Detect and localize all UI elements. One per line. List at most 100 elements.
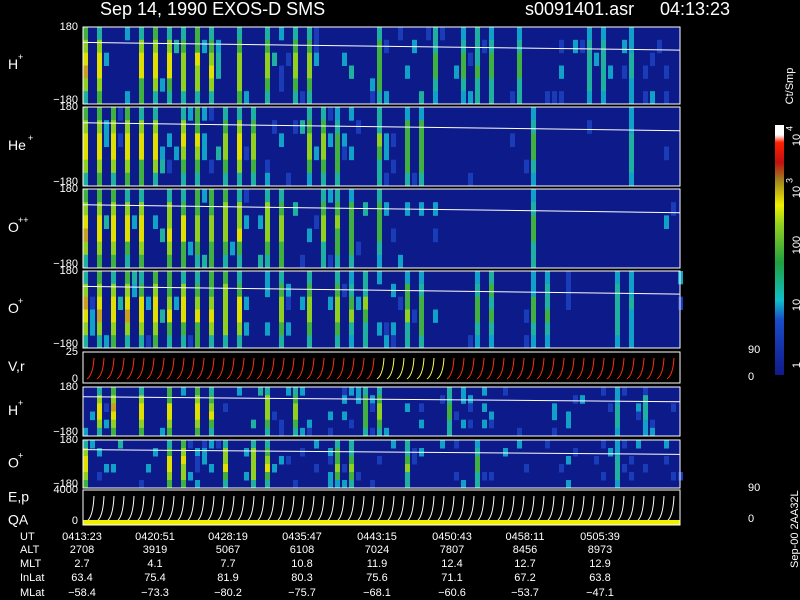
- spectrogram-cell: [405, 107, 410, 121]
- spectrogram-cell: [489, 271, 494, 285]
- spectrogram-cell: [188, 472, 193, 481]
- spectrogram-cell: [517, 78, 522, 92]
- spectrogram-cell: [328, 411, 333, 421]
- sawtooth: [366, 357, 375, 380]
- spectrogram-cell: [223, 472, 228, 481]
- spectrogram-cell: [153, 322, 158, 336]
- spectrogram-cell: [573, 448, 578, 457]
- spectrogram-cell: [650, 52, 655, 66]
- spectrogram-cell: [125, 215, 130, 229]
- spectrogram-cell: [293, 403, 298, 412]
- spectrogram-cell: [83, 254, 88, 269]
- row-label: MLT: [20, 558, 41, 570]
- spectrogram-cell: [167, 271, 172, 285]
- spectrogram-cell: [181, 448, 186, 457]
- spectrogram-cell: [286, 283, 291, 298]
- spectrogram-cell: [160, 78, 165, 92]
- spectrogram-cell: [104, 335, 109, 349]
- row-value: 0505:39: [580, 531, 620, 543]
- spectrogram-cell: [90, 309, 95, 323]
- spectrogram-cell: [83, 107, 88, 121]
- spectrogram-cell: [405, 271, 410, 285]
- panel-frame: [82, 439, 681, 489]
- spectrogram-cell: [195, 322, 200, 336]
- row-value: 0420:51: [135, 531, 175, 543]
- spectrogram-cell: [195, 189, 200, 203]
- spectrogram-cell: [643, 427, 648, 437]
- trace: [82, 396, 681, 403]
- spectrogram-cell: [153, 283, 158, 298]
- spectrogram-cell: [510, 133, 515, 147]
- spectrogram-cell: [195, 78, 200, 92]
- spectrogram-cell: [97, 395, 102, 404]
- spectrogram-cell: [622, 39, 627, 54]
- spectrogram-cell: [349, 456, 354, 465]
- spectrogram-cell: [356, 387, 361, 396]
- row-value: 63.4: [71, 572, 92, 584]
- spectrogram-cell: [111, 107, 116, 121]
- spectrogram-cell: [314, 146, 319, 161]
- spectrogram-cell: [531, 322, 536, 336]
- spectrogram-cell: [223, 241, 228, 256]
- spectrogram-cell: [559, 91, 564, 105]
- spectrogram-cell: [202, 133, 207, 147]
- spectrogram-cell: [195, 172, 200, 187]
- spectrogram-cell: [195, 202, 200, 216]
- spectrogram-cell: [349, 146, 354, 161]
- spectrogram-cell: [545, 283, 550, 298]
- spectrogram-cell: [209, 411, 214, 421]
- spectrogram-cell: [566, 271, 571, 285]
- spectrogram-cell: [118, 440, 123, 449]
- spectrogram-cell: [293, 202, 298, 216]
- spectrogram-cell: [209, 78, 214, 92]
- spectrogram-cell: [321, 215, 326, 229]
- spectrogram-cell: [167, 283, 172, 298]
- spectrogram-cell: [139, 189, 144, 203]
- spectrogram-cell: [489, 322, 494, 336]
- spectrogram-cell: [279, 271, 284, 285]
- spectrogram-cell: [97, 419, 102, 429]
- spectrogram-cell: [167, 241, 172, 256]
- spectrogram-cell: [468, 91, 473, 105]
- sawtooth: [596, 357, 605, 380]
- spectrogram-cell: [461, 419, 466, 429]
- spectrogram-cell: [223, 120, 228, 134]
- spectrogram-cell: [97, 472, 102, 481]
- sawtooth: [616, 357, 625, 380]
- spectrogram-cell: [419, 159, 424, 174]
- spectrogram-cell: [314, 52, 319, 66]
- spectrogram-cell: [601, 78, 606, 92]
- spectrogram-cell: [195, 146, 200, 161]
- spectrogram-cell: [489, 335, 494, 349]
- spectrogram-cell: [370, 403, 375, 412]
- spectrogram-cell: [195, 448, 200, 457]
- spectrogram-cell: [377, 27, 382, 41]
- colorbar-label: 10: [791, 299, 800, 311]
- spectrogram-cell: [307, 133, 312, 147]
- row-label: MLat: [20, 587, 44, 599]
- spectrogram-cell: [475, 52, 480, 66]
- spectrogram-cell: [237, 322, 242, 336]
- spectrogram-cell: [237, 283, 242, 298]
- spectrogram-cell: [363, 403, 368, 412]
- spectrogram-cell: [433, 78, 438, 92]
- spectrogram-cell: [279, 309, 284, 323]
- spectrogram-cell: [454, 440, 459, 449]
- spectrogram-cell: [83, 91, 88, 105]
- spectrogram-cell: [524, 335, 529, 349]
- spectrogram-cell: [111, 335, 116, 349]
- spectrogram-cell: [223, 403, 228, 412]
- spectrogram-cell: [195, 335, 200, 349]
- spectrogram-cell: [181, 52, 186, 66]
- spectrogram-cell: [475, 448, 480, 457]
- spectrogram-cell: [83, 159, 88, 174]
- spectrogram-cell: [181, 78, 186, 92]
- y-tick-label: 0: [72, 515, 78, 527]
- spectrogram-cell: [265, 464, 270, 473]
- spectrogram-cell: [349, 65, 354, 79]
- spectrogram-cell: [321, 254, 326, 269]
- spectrogram-cell: [629, 107, 634, 121]
- spectrogram-cell: [230, 241, 235, 256]
- trace: [82, 122, 681, 132]
- spectrogram-cell: [461, 480, 466, 489]
